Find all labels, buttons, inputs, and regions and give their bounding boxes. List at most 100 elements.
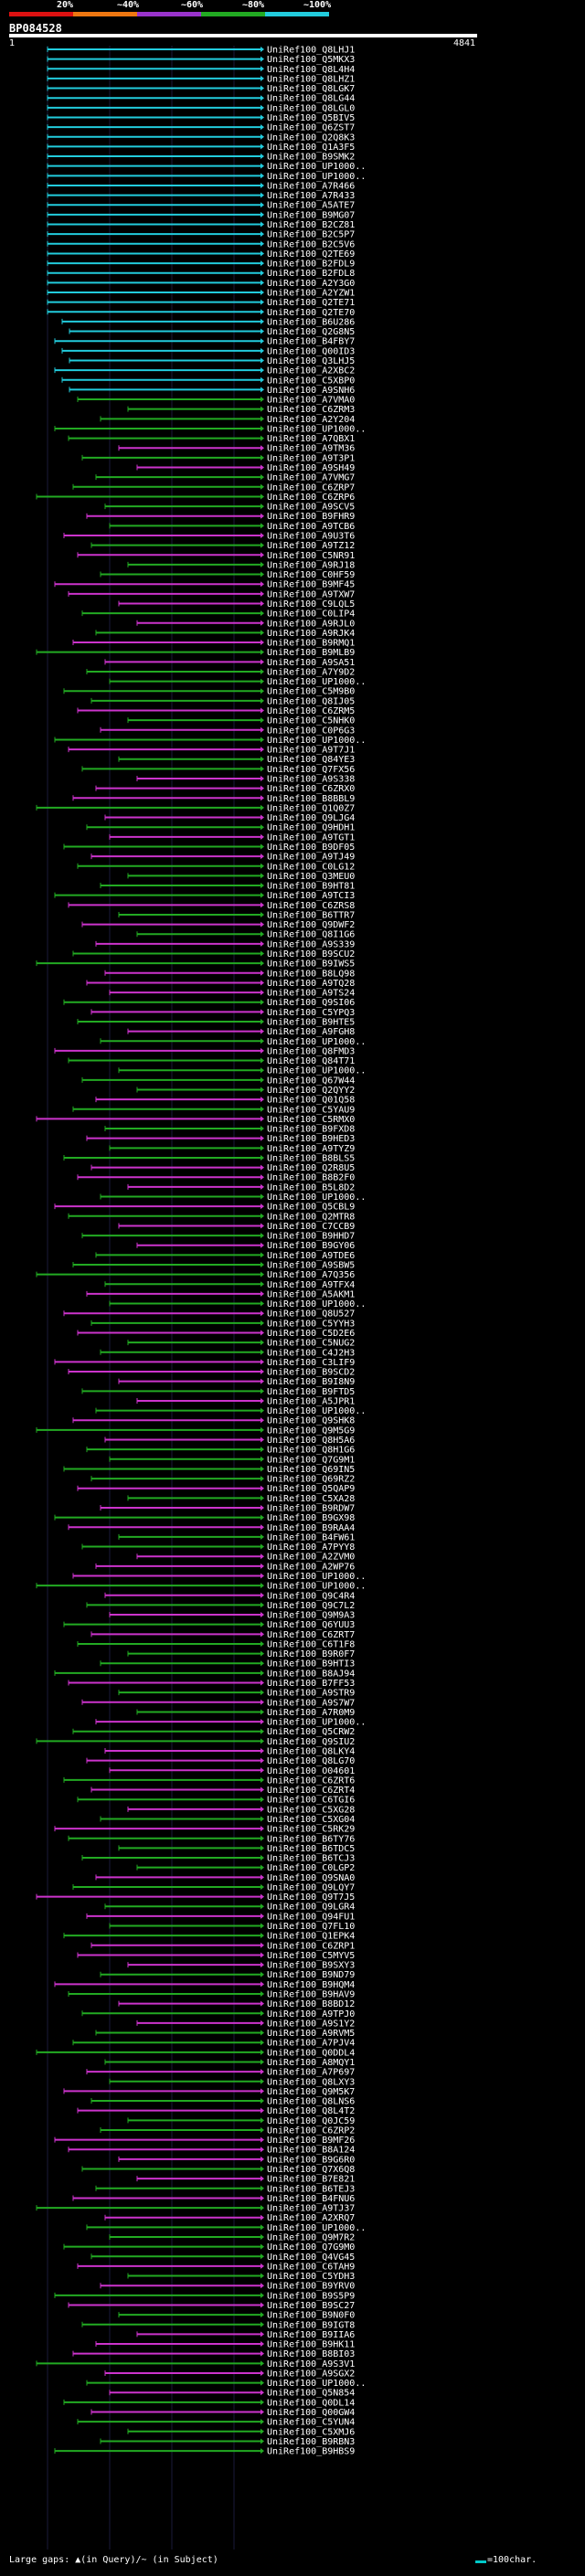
hit-accession-label[interactable]: UniRef100_UP1000.. [267,2379,366,2389]
hit-accession-label[interactable]: UniRef100_A7R466 [267,181,355,191]
hit-accession-label[interactable]: UniRef100_UP1000.. [267,677,366,687]
hit-accession-label[interactable]: UniRef100_B9ND79 [267,1970,355,1980]
hit-accession-label[interactable]: UniRef100_B9MF26 [267,2136,355,2146]
hit-accession-label[interactable]: UniRef100_UP1000.. [267,172,366,182]
hit-accession-label[interactable]: UniRef100_Q8L4T2 [267,2106,355,2116]
hit-accession-label[interactable]: UniRef100_Q8I1G6 [267,930,355,940]
hit-accession-label[interactable]: UniRef100_Q7X6Q8 [267,2165,355,2175]
hit-accession-label[interactable]: UniRef100_B6TDC5 [267,1844,355,1854]
hit-accession-label[interactable]: UniRef100_C6ZRT4 [267,1786,355,1796]
hit-accession-label[interactable]: UniRef100_B9RAA4 [267,1523,355,1533]
hit-accession-label[interactable]: UniRef100_Q8LXY3 [267,2077,355,2087]
hit-accession-label[interactable]: UniRef100_B4FW61 [267,1532,355,1542]
hit-accession-label[interactable]: UniRef100_B9RMQ1 [267,639,355,649]
hit-accession-label[interactable]: UniRef100_A9RJK4 [267,629,355,639]
hit-accession-label[interactable]: UniRef100_C5M9B0 [267,687,355,697]
hit-accession-label[interactable]: UniRef100_Q9LJG4 [267,813,355,823]
hit-accession-label[interactable]: UniRef100_Q9HDH1 [267,823,355,833]
hit-accession-label[interactable]: UniRef100_A9RJL0 [267,619,355,629]
hit-accession-label[interactable]: UniRef100_B8BD12 [267,1999,355,2009]
hit-accession-label[interactable]: UniRef100_A2XRQ7 [267,2213,355,2223]
hit-accession-label[interactable]: UniRef100_O04601 [267,1766,355,1776]
hit-accession-label[interactable]: UniRef100_Q3MEU0 [267,872,355,882]
hit-accession-label[interactable]: UniRef100_A8MQY1 [267,2058,355,2068]
hit-accession-label[interactable]: UniRef100_Q9SHK8 [267,1416,355,1426]
hit-accession-label[interactable]: UniRef100_B9FXD8 [267,1125,355,1135]
hit-accession-label[interactable]: UniRef100_UP1000.. [267,424,366,434]
hit-accession-label[interactable]: UniRef100_A9TFX4 [267,1280,355,1290]
hit-accession-label[interactable]: UniRef100_C6ZRT6 [267,1776,355,1786]
hit-accession-label[interactable]: UniRef100_UP1000.. [267,1037,366,1047]
hit-accession-label[interactable]: UniRef100_B9R0F7 [267,1649,355,1659]
hit-accession-label[interactable]: UniRef100_C5NHK0 [267,716,355,726]
hit-accession-label[interactable]: UniRef100_A9SNH6 [267,386,355,396]
hit-accession-label[interactable]: UniRef100_B6TCJ3 [267,1854,355,1864]
hit-accession-label[interactable]: UniRef100_UP1000.. [267,1299,366,1309]
hit-accession-label[interactable]: UniRef100_B2CZ81 [267,220,355,230]
hit-accession-label[interactable]: UniRef100_Q84T71 [267,1056,355,1066]
hit-accession-label[interactable]: UniRef100_A2ZVM0 [267,1553,355,1563]
hit-accession-label[interactable]: UniRef100_B9GX98 [267,1513,355,1523]
hit-accession-label[interactable]: UniRef100_Q9SNA0 [267,1873,355,1883]
hit-accession-label[interactable]: UniRef100_B6U286 [267,317,355,327]
hit-accession-label[interactable]: UniRef100_B8LQ98 [267,969,355,979]
hit-accession-label[interactable]: UniRef100_Q3LHJ5 [267,356,355,366]
hit-accession-label[interactable]: UniRef100_B4FNU6 [267,2194,355,2204]
hit-accession-label[interactable]: UniRef100_Q9M5G9 [267,1426,355,1436]
hit-accession-label[interactable]: UniRef100_C5XA28 [267,1494,355,1504]
hit-accession-label[interactable]: UniRef100_C5MYV5 [267,1951,355,1961]
hit-accession-label[interactable]: UniRef100_UP1000.. [267,162,366,172]
hit-accession-label[interactable]: UniRef100_Q8LKY4 [267,1747,355,1757]
hit-accession-label[interactable]: UniRef100_A9S3V1 [267,2359,355,2369]
hit-accession-label[interactable]: UniRef100_A9TS24 [267,989,355,999]
hit-accession-label[interactable]: UniRef100_UP1000.. [267,1718,366,1728]
hit-accession-label[interactable]: UniRef100_A9SA51 [267,658,355,668]
hit-accession-label[interactable]: UniRef100_Q2Q8K3 [267,133,355,143]
hit-accession-label[interactable]: UniRef100_Q8H5A6 [267,1436,355,1446]
hit-accession-label[interactable]: UniRef100_B9RDW7 [267,1504,355,1514]
hit-accession-label[interactable]: UniRef100_Q8LGK7 [267,84,355,94]
hit-accession-label[interactable]: UniRef100_Q2TE69 [267,249,355,260]
hit-accession-label[interactable]: UniRef100_C6TGI6 [267,1796,355,1806]
hit-accession-label[interactable]: UniRef100_Q00ID3 [267,346,355,356]
hit-accession-label[interactable]: UniRef100_Q8LNS6 [267,2097,355,2107]
hit-accession-label[interactable]: UniRef100_Q6ZST7 [267,123,355,133]
hit-accession-label[interactable]: UniRef100_B9HTE5 [267,1018,355,1028]
hit-accession-label[interactable]: UniRef100_Q2TE71 [267,298,355,308]
hit-accession-label[interactable]: UniRef100_Q8FMD3 [267,1046,355,1056]
hit-accession-label[interactable]: UniRef100_UP1000.. [267,1066,366,1076]
hit-accession-label[interactable]: UniRef100_B6TEJ3 [267,2184,355,2194]
hit-accession-label[interactable]: UniRef100_B9HQM4 [267,1980,355,1990]
hit-accession-label[interactable]: UniRef100_C6ZRS8 [267,901,355,911]
hit-accession-label[interactable]: UniRef100_Q69RZ2 [267,1475,355,1485]
hit-accession-label[interactable]: UniRef100_Q94FU1 [267,1912,355,1922]
hit-accession-label[interactable]: UniRef100_C0P6G3 [267,726,355,736]
hit-accession-label[interactable]: UniRef100_B9YRV0 [267,2282,355,2292]
hit-accession-label[interactable]: UniRef100_C0HF59 [267,570,355,580]
hit-accession-label[interactable]: UniRef100_A9TCB6 [267,522,355,532]
hit-accession-label[interactable]: UniRef100_Q9LQY7 [267,1882,355,1892]
hit-accession-label[interactable]: UniRef100_C6ZRM3 [267,405,355,415]
hit-accession-label[interactable]: UniRef100_B9SCU2 [267,949,355,959]
hit-accession-label[interactable]: UniRef100_C5XG28 [267,1805,355,1815]
hit-accession-label[interactable]: UniRef100_A9TZ12 [267,541,355,551]
hit-accession-label[interactable]: UniRef100_B9N0F0 [267,2311,355,2321]
hit-accession-label[interactable]: UniRef100_B9HBS9 [267,2447,355,2457]
hit-accession-label[interactable]: UniRef100_C5XMJ6 [267,2427,355,2437]
hit-accession-label[interactable]: UniRef100_Q2MTR8 [267,1212,355,1222]
hit-accession-label[interactable]: UniRef100_B9HTI3 [267,1659,355,1670]
hit-accession-label[interactable]: UniRef100_A9SGX2 [267,2369,355,2379]
hit-accession-label[interactable]: UniRef100_Q5N854 [267,2389,355,2399]
hit-accession-label[interactable]: UniRef100_Q9SIU2 [267,1737,355,1747]
hit-accession-label[interactable]: UniRef100_Q9M7R2 [267,2233,355,2243]
hit-accession-label[interactable]: UniRef100_B9RBN3 [267,2437,355,2447]
hit-accession-label[interactable]: UniRef100_Q84YE3 [267,755,355,765]
hit-accession-label[interactable]: UniRef100_A9T3P1 [267,453,355,463]
hit-accession-label[interactable]: UniRef100_B9SMK2 [267,153,355,163]
hit-accession-label[interactable]: UniRef100_A9TGT1 [267,832,355,843]
hit-accession-label[interactable]: UniRef100_C5NR91 [267,551,355,561]
hit-accession-label[interactable]: UniRef100_B8BI03 [267,2349,355,2359]
hit-accession-label[interactable]: UniRef100_A5AKM1 [267,1289,355,1299]
hit-accession-label[interactable]: UniRef100_C5YPQ3 [267,1008,355,1018]
hit-accession-label[interactable]: UniRef100_Q8IJ05 [267,696,355,706]
